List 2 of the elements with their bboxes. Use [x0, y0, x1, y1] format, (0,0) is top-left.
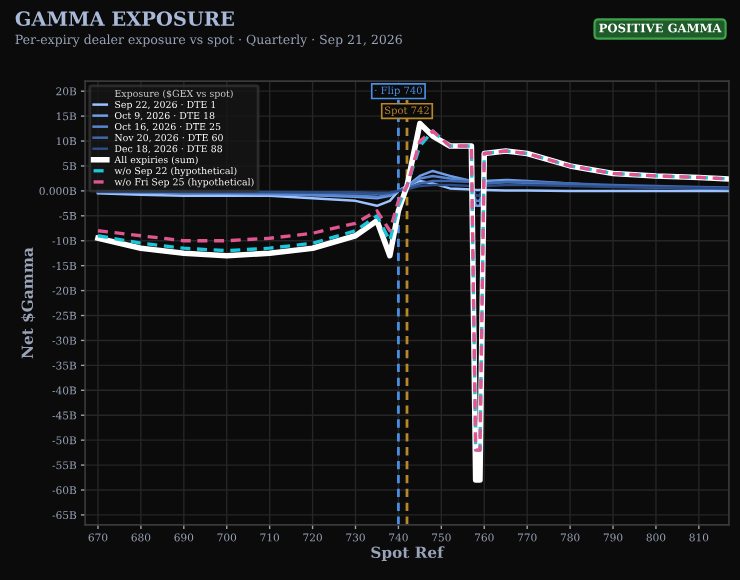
line-series — [96, 179, 729, 208]
chart-title: GAMMA EXPOSURE — [15, 11, 234, 26]
